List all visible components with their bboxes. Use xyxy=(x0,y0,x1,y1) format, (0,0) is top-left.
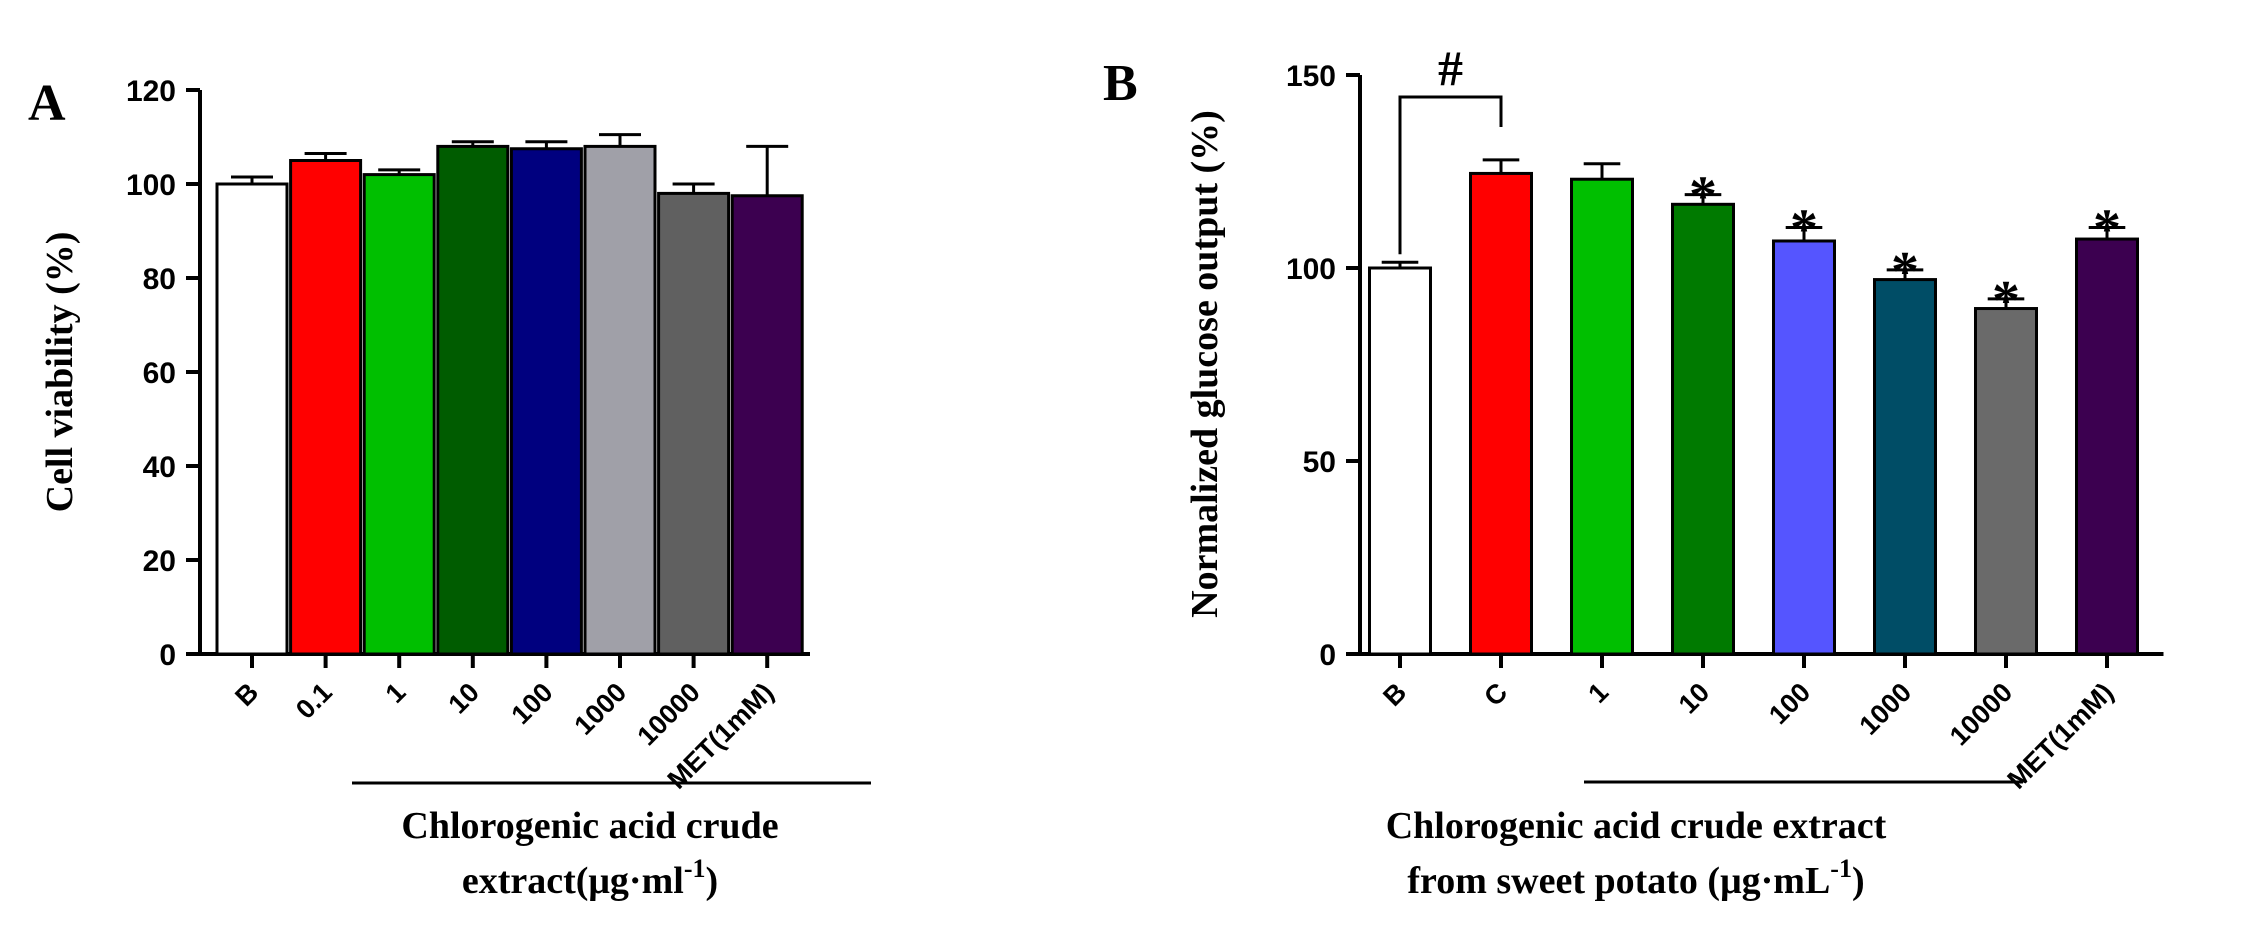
y-tick-label: 100 xyxy=(126,169,176,202)
x-tick-label: B xyxy=(1377,677,1412,712)
x-tick-label: 1000 xyxy=(1854,677,1918,741)
x-tick-label: 100 xyxy=(506,677,559,730)
bar-10 xyxy=(436,144,510,656)
x-tick-label: 1 xyxy=(1582,677,1614,709)
bar-100 xyxy=(1772,239,1836,656)
bar-MET(1mM) xyxy=(730,194,804,656)
x-axis-title-tail: ) xyxy=(706,860,719,902)
y-tick-label: 0 xyxy=(159,639,176,672)
significance-star: * xyxy=(1891,241,1919,303)
x-axis-title-superscript: -1 xyxy=(1830,854,1852,883)
significance-star: * xyxy=(2093,198,2121,260)
bar-C xyxy=(1469,171,1533,656)
y-tick-label: 150 xyxy=(1286,60,1336,93)
panel-label: B xyxy=(1103,55,1138,112)
bar-1000 xyxy=(583,144,657,656)
bar-0.1 xyxy=(289,159,363,656)
bar-100 xyxy=(509,147,583,656)
bar-10000 xyxy=(1974,307,2038,656)
x-tick-label: 10 xyxy=(443,677,485,719)
x-tick-label: 1 xyxy=(380,677,412,709)
x-axis-title-line1: Chlorogenic acid crude xyxy=(401,805,778,847)
x-tick-label: 100 xyxy=(1763,677,1816,730)
y-tick-label: 20 xyxy=(143,545,176,578)
y-tick-label: 60 xyxy=(143,357,176,390)
x-tick-label: 1000 xyxy=(569,677,633,741)
significance-bracket xyxy=(1398,95,1503,255)
bar-10000 xyxy=(657,191,731,656)
x-tick-label: B xyxy=(229,677,264,712)
x-axis-title-line1: Chlorogenic acid crude extract xyxy=(1386,805,1887,847)
bar-B xyxy=(1368,266,1432,656)
x-tick-label: MET(1mM) xyxy=(2002,677,2120,795)
significance-star: * xyxy=(1992,270,2020,332)
x-axis-title-text: extract(μg·ml xyxy=(462,860,684,902)
panel-label: A xyxy=(28,75,66,132)
x-axis-title-superscript: -1 xyxy=(684,854,706,883)
x-tick-label: C xyxy=(1478,677,1513,712)
bar-1000 xyxy=(1873,278,1937,656)
y-tick-label: 120 xyxy=(126,75,176,108)
y-axis-title: Normalized glucose output (%) xyxy=(1184,110,1226,618)
y-tick-label: 0 xyxy=(1319,639,1336,672)
y-tick-label: 40 xyxy=(143,451,176,484)
x-axis-title-line2: extract(μg·ml-1) xyxy=(462,854,718,902)
significance-star: * xyxy=(1790,198,1818,260)
y-tick-label: 80 xyxy=(143,263,176,296)
bar-1 xyxy=(1570,177,1634,656)
y-axis-title: Cell viability (%) xyxy=(39,232,81,513)
x-tick-label: 10000 xyxy=(1944,677,2018,751)
x-axis-title-text: from sweet potato (μg·mL xyxy=(1407,860,1830,902)
x-tick-label: 0.1 xyxy=(290,677,338,725)
bar-B xyxy=(215,182,289,656)
x-tick-label: 10 xyxy=(1673,677,1715,719)
bar-10 xyxy=(1671,202,1735,656)
bar-MET(1mM) xyxy=(2075,237,2139,656)
bracket-label: # xyxy=(1438,40,1463,96)
x-axis-title-tail: ) xyxy=(1852,860,1865,902)
significance-star: * xyxy=(1689,166,1717,228)
y-tick-label: 100 xyxy=(1286,253,1336,286)
y-tick-label: 50 xyxy=(1303,446,1336,479)
x-axis-title-line2: from sweet potato (μg·mL-1) xyxy=(1407,854,1864,902)
bar-1 xyxy=(362,173,436,656)
